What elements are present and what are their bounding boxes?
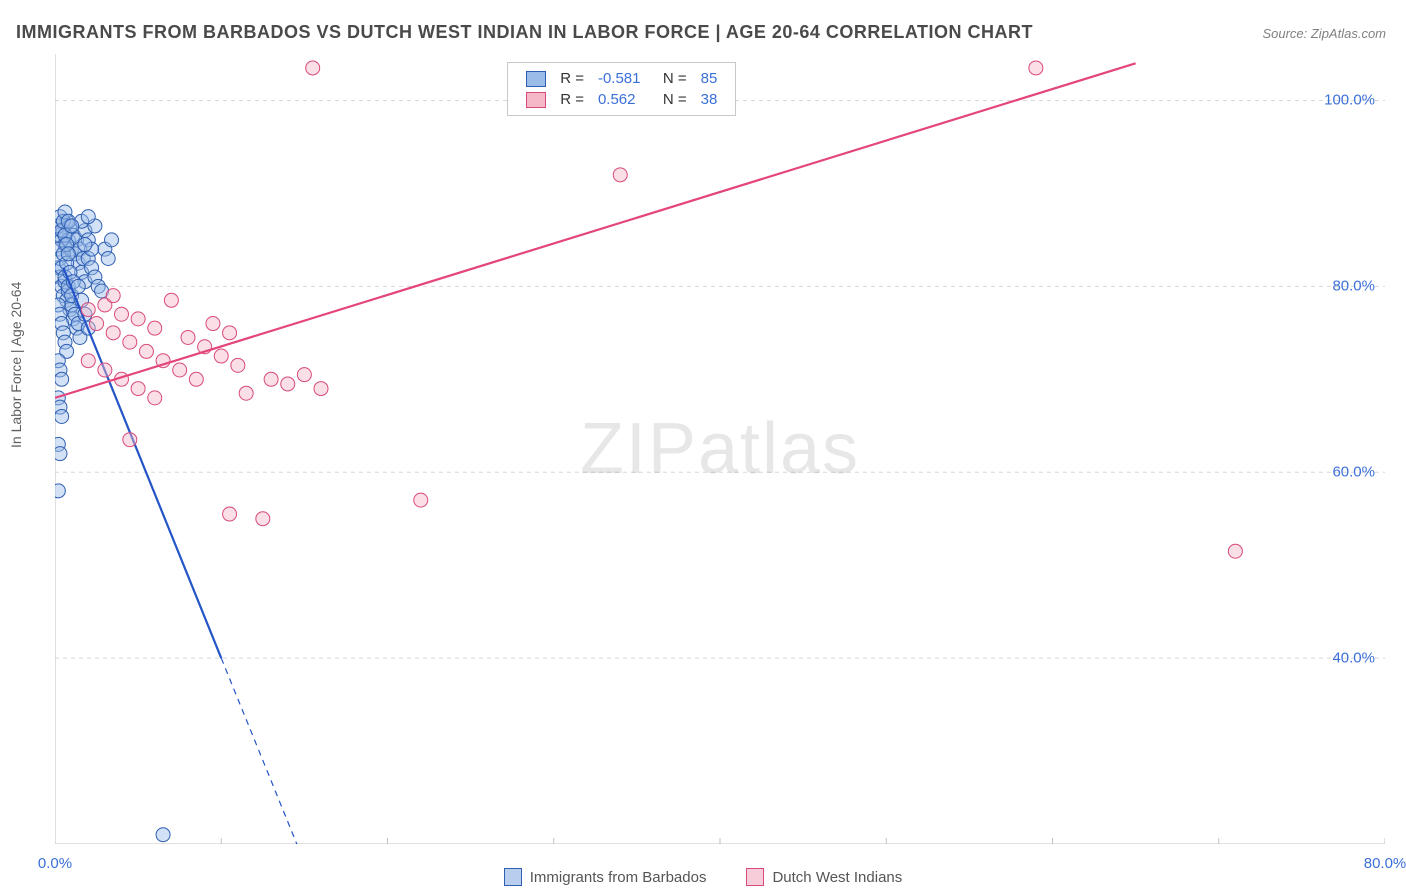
- data-point: [297, 368, 311, 382]
- stat-label-r: R =: [554, 69, 590, 88]
- y-tick-label: 80.0%: [1332, 278, 1375, 295]
- y-tick-label: 60.0%: [1332, 464, 1375, 481]
- legend-swatch: [746, 868, 764, 886]
- legend-label: Immigrants from Barbados: [530, 869, 707, 886]
- legend-label: Dutch West Indians: [772, 869, 902, 886]
- data-point: [131, 382, 145, 396]
- y-tick-label: 100.0%: [1324, 92, 1375, 109]
- data-point: [181, 330, 195, 344]
- data-point: [281, 377, 295, 391]
- data-point: [189, 372, 203, 386]
- data-point: [139, 344, 153, 358]
- stat-label-r: R =: [554, 90, 590, 109]
- stat-label-n: N =: [649, 90, 693, 109]
- stat-value-r: -0.581: [592, 69, 647, 88]
- data-point: [81, 303, 95, 317]
- data-point: [148, 391, 162, 405]
- data-point: [105, 233, 119, 247]
- stat-value-r: 0.562: [592, 90, 647, 109]
- data-point: [55, 447, 67, 461]
- data-point: [123, 335, 137, 349]
- legend-item: Immigrants from Barbados: [504, 868, 707, 886]
- data-point: [148, 321, 162, 335]
- data-point: [81, 210, 95, 224]
- data-point: [81, 354, 95, 368]
- stat-value-n: 38: [695, 90, 724, 109]
- data-point: [78, 238, 92, 252]
- data-point: [55, 484, 65, 498]
- data-point: [101, 251, 115, 265]
- data-point: [306, 61, 320, 75]
- data-point: [131, 312, 145, 326]
- data-point: [314, 382, 328, 396]
- data-point: [223, 326, 237, 340]
- data-point: [98, 363, 112, 377]
- y-axis-label: In Labor Force | Age 20-64: [8, 282, 24, 448]
- stat-label-n: N =: [649, 69, 693, 88]
- data-point: [115, 307, 129, 321]
- data-point: [1228, 544, 1242, 558]
- data-point: [55, 372, 69, 386]
- legend: Immigrants from Barbados Dutch West India…: [0, 868, 1406, 886]
- data-point: [414, 493, 428, 507]
- data-point: [239, 386, 253, 400]
- data-point: [61, 247, 75, 261]
- trend-line-extrap: [221, 658, 304, 844]
- chart-title: IMMIGRANTS FROM BARBADOS VS DUTCH WEST I…: [16, 22, 1033, 43]
- data-point: [613, 168, 627, 182]
- data-point: [156, 828, 170, 842]
- legend-item: Dutch West Indians: [746, 868, 902, 886]
- data-point: [106, 289, 120, 303]
- plot-area: ZIPatlas R =-0.581 N =85R =0.562 N =38 4…: [55, 54, 1385, 844]
- source-credit: Source: ZipAtlas.com: [1262, 26, 1386, 41]
- data-point: [214, 349, 228, 363]
- data-point: [1029, 61, 1043, 75]
- y-tick-label: 40.0%: [1332, 650, 1375, 667]
- correlation-stats-box: R =-0.581 N =85 R =0.562 N =38: [507, 62, 736, 116]
- data-point: [164, 293, 178, 307]
- data-point: [106, 326, 120, 340]
- data-point: [223, 507, 237, 521]
- data-point: [90, 317, 104, 331]
- data-point: [123, 433, 137, 447]
- scatter-chart-svg: [55, 54, 1385, 844]
- legend-swatch: [526, 92, 546, 108]
- data-point: [231, 358, 245, 372]
- legend-swatch: [504, 868, 522, 886]
- data-point: [65, 219, 79, 233]
- data-point: [264, 372, 278, 386]
- trend-line: [63, 268, 221, 658]
- data-point: [206, 317, 220, 331]
- stat-value-n: 85: [695, 69, 724, 88]
- legend-swatch: [526, 71, 546, 87]
- data-point: [55, 409, 69, 423]
- data-point: [256, 512, 270, 526]
- data-point: [173, 363, 187, 377]
